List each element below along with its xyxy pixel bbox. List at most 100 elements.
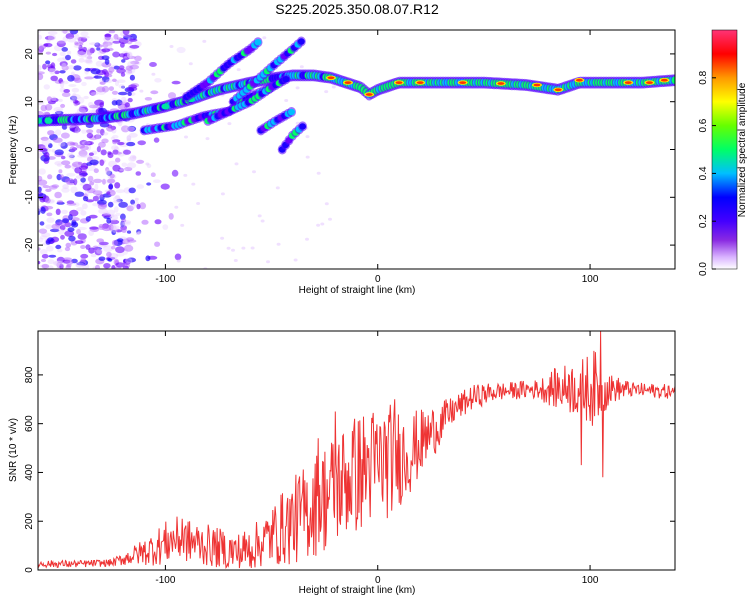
spectrogram-noise-blob <box>137 140 146 146</box>
spectrogram-noise-blob <box>160 183 170 190</box>
spectrogram-noise-blob <box>106 217 112 224</box>
spectrogram-noise-blob <box>118 168 128 172</box>
spectrogram-noise-blob <box>104 74 113 78</box>
spectrogram-noise-blob <box>87 175 94 183</box>
figure-title: S225.2025.350.08.07.R12 <box>275 1 439 17</box>
spectrogram-ridge-core <box>533 83 541 87</box>
spectrogram-noise-blob <box>171 169 179 177</box>
spectrogram-noise-blob <box>115 246 125 254</box>
spectrogram-noise-blob <box>174 253 182 261</box>
spectrogram-noise-blob <box>154 78 162 83</box>
spectrogram-noise-blob <box>61 187 70 193</box>
spectrogram-ridge-cell <box>297 38 305 45</box>
spectrogram-ridge-cell <box>288 108 295 116</box>
colorbar-tick-label: 0.6 <box>698 118 709 132</box>
spectrogram-noise-blob <box>89 226 99 230</box>
spectrogram-noise-blob <box>54 129 62 136</box>
spectrogram-ridge-cell <box>282 76 290 83</box>
spectrogram-noise-blob <box>117 167 124 173</box>
spectrogram-noise-blob <box>305 155 310 159</box>
spectrogram-noise-blob <box>135 171 142 176</box>
spectrogram-noise-blob <box>126 162 137 169</box>
spectrogram-noise-blob <box>100 128 105 136</box>
spectrogram-noise-blob <box>60 142 68 149</box>
spectrogram-noise-blob <box>234 162 239 166</box>
spectrogram-noise-blob <box>76 51 87 57</box>
spectrogram-noise-blob <box>169 45 174 48</box>
spectrogram-noise-blob <box>106 191 111 195</box>
snr-series-line <box>38 331 675 569</box>
spectrogram-noise-blob <box>115 229 123 233</box>
spectrogram-noise-blob <box>127 97 133 103</box>
spectrogram-noise-blob <box>92 178 103 184</box>
spectrogram-noise-blob <box>88 214 98 219</box>
spectrogram-noise-blob <box>284 99 289 102</box>
spectrogram-noise-blob <box>266 260 270 264</box>
spectrogram-noise-blob <box>87 101 94 108</box>
spectrogram-noise-blob <box>113 33 119 40</box>
spectrogram-noise-blob <box>81 81 87 87</box>
spectrogram-noise-blob <box>75 262 85 268</box>
spectrogram-noise-blob <box>299 65 304 69</box>
spectrogram-noise-blob <box>77 226 87 231</box>
spectrogram-noise-blob <box>43 43 53 48</box>
spectrogram-noise-blob <box>86 129 94 134</box>
spectrogram-noise-blob <box>324 90 329 94</box>
spectrogram-noise-blob <box>41 138 51 146</box>
spectrogram-noise-blob <box>104 58 110 65</box>
spectrogram-noise-blob <box>113 151 122 155</box>
spectrogram-noise-blob <box>47 31 58 35</box>
colorbar-tick-label: 0.8 <box>698 70 709 84</box>
spectrogram-noise-blob <box>61 160 71 166</box>
colorbar-label: Normalized spectral amplitude <box>737 82 748 217</box>
spectrogram-noise-blob <box>121 227 127 233</box>
spectrogram-noise-blob <box>58 141 66 147</box>
spectrogram-noise-blob <box>107 189 116 197</box>
spectrogram-noise-blob <box>108 223 114 231</box>
spectrogram-noise-blob <box>66 264 72 268</box>
spectrogram-noise-blob <box>96 129 101 134</box>
spectrogram-noise-blob <box>121 59 126 63</box>
spectrogram-noise-blob <box>97 50 103 55</box>
spectrogram-noise-blob <box>110 136 115 140</box>
spectrogram-noise-blob <box>74 33 80 40</box>
spectrogram-noise-blob <box>78 57 85 63</box>
spectrogram-noise-blob <box>71 221 79 228</box>
spectrogram-noise-blob <box>52 260 63 266</box>
spectrogram-ridge-core <box>416 81 424 84</box>
spectrogram-y-tick-label: -20 <box>24 237 35 252</box>
spectrogram-noise-blob <box>119 221 126 228</box>
snr-plot-area <box>38 331 675 569</box>
spectrogram-noise-blob <box>128 84 138 89</box>
spectrogram-noise-blob <box>67 227 75 232</box>
spectrogram-noise-blob <box>49 68 56 75</box>
spectrogram-noise-blob <box>250 246 255 250</box>
spectrogram-noise-blob <box>39 235 48 240</box>
spectrogram-noise-blob <box>121 162 128 168</box>
spectrogram-noise-blob <box>74 127 80 134</box>
spectrogram-noise-blob <box>48 143 53 149</box>
spectrogram-noise-blob <box>98 141 106 148</box>
spectrogram-noise-blob <box>101 85 110 93</box>
spectrogram-noise-blob <box>131 203 136 210</box>
spectrogram-noise-blob <box>85 164 96 171</box>
spectrogram-noise-blob <box>46 245 54 252</box>
spectrogram-noise-blob <box>61 65 69 71</box>
spectrogram-y-ticks: -20 -10 0 10 20 <box>24 48 675 252</box>
spectrogram-noise-blob <box>139 89 144 93</box>
spectrogram-noise-blob <box>275 186 280 190</box>
spectrogram-noise-blob <box>58 78 63 84</box>
spectrogram-noise-blob <box>115 157 121 163</box>
spectrogram-noise-blob <box>121 218 127 223</box>
spectrogram-noise-blob <box>171 80 181 85</box>
spectrogram-ridge-core <box>161 103 170 110</box>
spectrogram-noise-blob <box>233 259 238 262</box>
spectrogram-noise-blob <box>123 52 130 57</box>
spectrogram-noise-blob <box>73 77 82 83</box>
spectrogram-noise-blob <box>51 149 56 153</box>
spectrogram-ridge-cell <box>254 39 262 46</box>
spectrogram-noise-blob <box>168 213 174 220</box>
spectrogram-noise-blob <box>77 97 85 104</box>
spectrogram-noise-blob <box>82 154 91 158</box>
spectrogram-noise-blob <box>107 201 114 208</box>
